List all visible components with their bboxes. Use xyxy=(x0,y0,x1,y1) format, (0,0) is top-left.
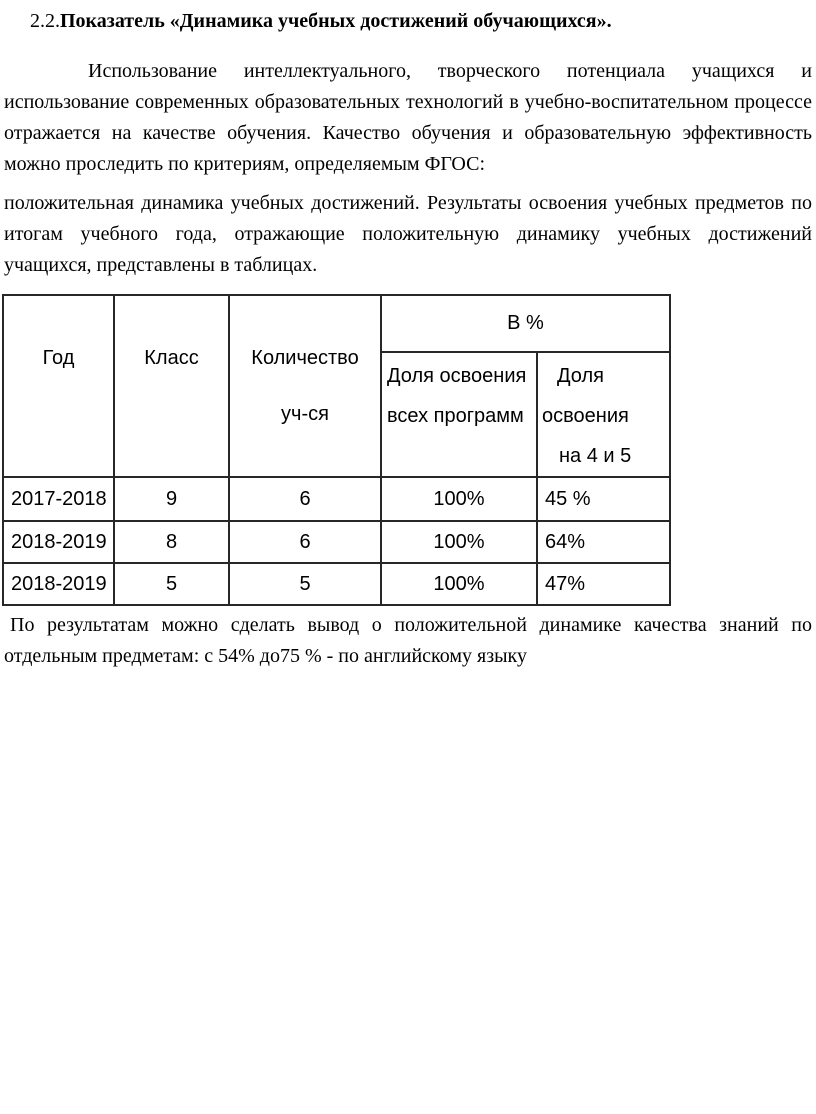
section-heading: 2.2.Показатель «Динамика учебных достиже… xyxy=(4,8,812,35)
header-share-all: Доля освоения всех программ xyxy=(380,351,538,478)
cell-class: 8 xyxy=(113,520,230,564)
cell-count: 5 xyxy=(228,562,382,606)
table-header-row-sub: Доля освоения всех программ Доля освоени… xyxy=(3,351,671,478)
heading-number: 2.2. xyxy=(30,10,60,32)
results-table: Год Класс Количество уч-ся В % Доля осво… xyxy=(2,294,671,606)
header-share-all-line2: всех программ xyxy=(387,405,524,427)
cell-share-all: 100% xyxy=(380,476,538,522)
cell-year: 2018-2019 xyxy=(2,562,115,606)
cell-year: 2018-2019 xyxy=(2,520,115,564)
header-share-45: Доля освоения на 4 и 5 xyxy=(536,351,671,478)
cell-class: 5 xyxy=(113,562,230,606)
paragraph-dynamics: положительная динамика учебных достижени… xyxy=(4,192,812,276)
table-header-row-top: Год Класс Количество уч-ся В % xyxy=(2,294,671,478)
header-class: Класс xyxy=(113,294,230,478)
header-share-all-line1: Доля освоения xyxy=(387,365,527,387)
header-count-line2: уч-ся xyxy=(281,403,329,425)
header-share-45-line2: освоения xyxy=(542,405,629,427)
header-count-line1: Количество xyxy=(251,347,359,369)
header-year: Год xyxy=(2,294,115,478)
table-row: 2018-2019 8 6 100% 64% xyxy=(2,520,671,564)
paragraph-intro: Использование интеллектуального, творчес… xyxy=(4,60,812,175)
cell-count: 6 xyxy=(228,476,382,522)
heading-title: Показатель «Динамика учебных достижений … xyxy=(60,10,612,32)
paragraph-conclusion: По результатам можно сделать вывод о пол… xyxy=(4,614,812,667)
header-count: Количество уч-ся xyxy=(228,294,382,478)
cell-share-45: 47% xyxy=(536,562,671,606)
cell-class: 9 xyxy=(113,476,230,522)
header-percent-group-label: В % xyxy=(507,312,544,334)
cell-share-45: 64% xyxy=(536,520,671,564)
cell-share-all: 100% xyxy=(380,562,538,606)
cell-share-all: 100% xyxy=(380,520,538,564)
header-share-45-line1: Доля xyxy=(557,365,604,387)
cell-share-45: 45 % xyxy=(536,476,671,522)
header-share-45-line3: на 4 и 5 xyxy=(559,445,632,467)
header-percent-group: В % xyxy=(380,294,671,353)
table-row: 2017-2018 9 6 100% 45 % xyxy=(2,476,671,522)
cell-year: 2017-2018 xyxy=(2,476,115,522)
header-class-label: Класс xyxy=(144,347,199,369)
header-year-label: Год xyxy=(42,347,75,369)
table-row: 2018-2019 5 5 100% 47% xyxy=(2,562,671,606)
cell-count: 6 xyxy=(228,520,382,564)
